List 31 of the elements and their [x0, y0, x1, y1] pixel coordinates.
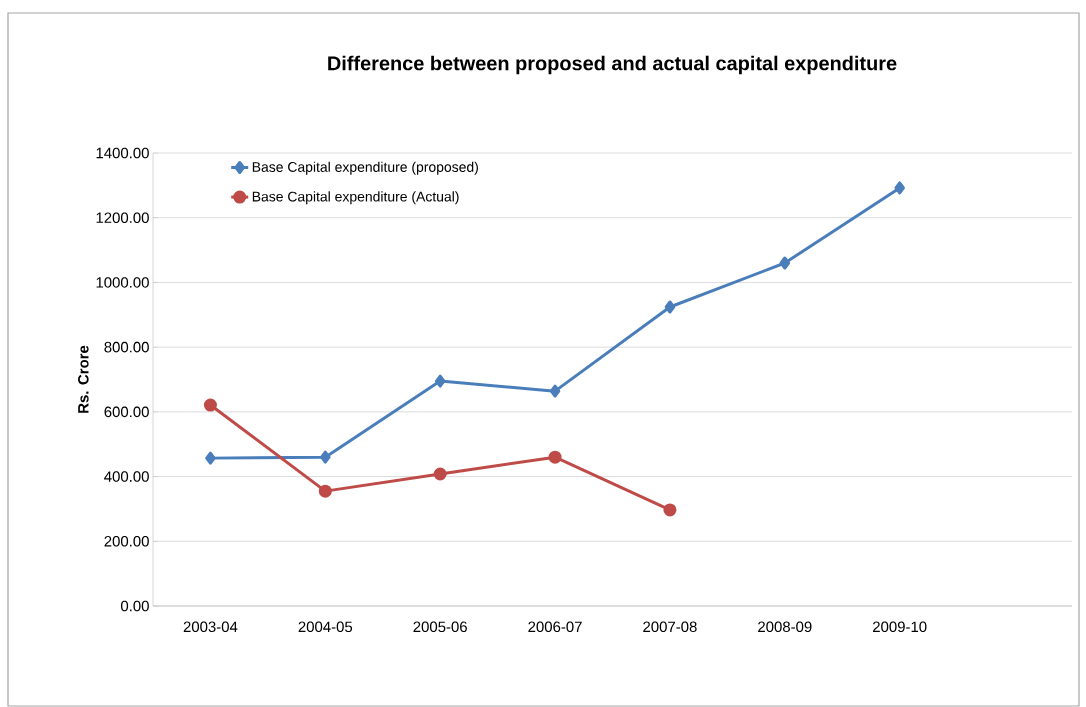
y-tick-label: 600.00 — [104, 406, 149, 418]
y-tick-label: 0.00 — [120, 600, 149, 612]
x-tick-label: 2005-06 — [413, 621, 467, 633]
point — [318, 484, 332, 498]
point — [549, 384, 561, 398]
point — [663, 503, 677, 517]
legend-label: Base Capital expenditure (Actual) — [252, 191, 459, 205]
y-tick-label: 1400.00 — [96, 147, 149, 159]
x-tick-label: 2004-05 — [298, 621, 353, 633]
point — [203, 398, 217, 412]
point — [205, 451, 216, 465]
point — [779, 256, 791, 270]
y-tick-label: 400.00 — [104, 471, 149, 482]
point — [320, 450, 331, 464]
y-tick-label: 200.00 — [104, 535, 149, 547]
point — [894, 181, 905, 195]
x-tick-label: 2009-10 — [873, 621, 927, 633]
chart-title: Difference between proposed and actual capital expenditure — [328, 55, 897, 75]
y-tick-label: 1200.00 — [96, 212, 149, 223]
x-tick-label: 2003-04 — [183, 621, 238, 633]
x-tick-label: 2007-08 — [643, 621, 697, 633]
y-tick-label: 800.00 — [104, 341, 149, 353]
x-tick-label: 2008-09 — [758, 621, 812, 633]
x-tick-label: 2006-07 — [528, 621, 582, 633]
point — [664, 300, 676, 314]
y-tick-label: 1000.00 — [96, 277, 149, 288]
point — [434, 374, 446, 388]
y-axis-title: Rs. Crore — [78, 345, 89, 413]
legend-label: Base Capital expenditure (proposed) — [252, 161, 478, 175]
point — [433, 467, 447, 481]
point — [548, 450, 562, 464]
